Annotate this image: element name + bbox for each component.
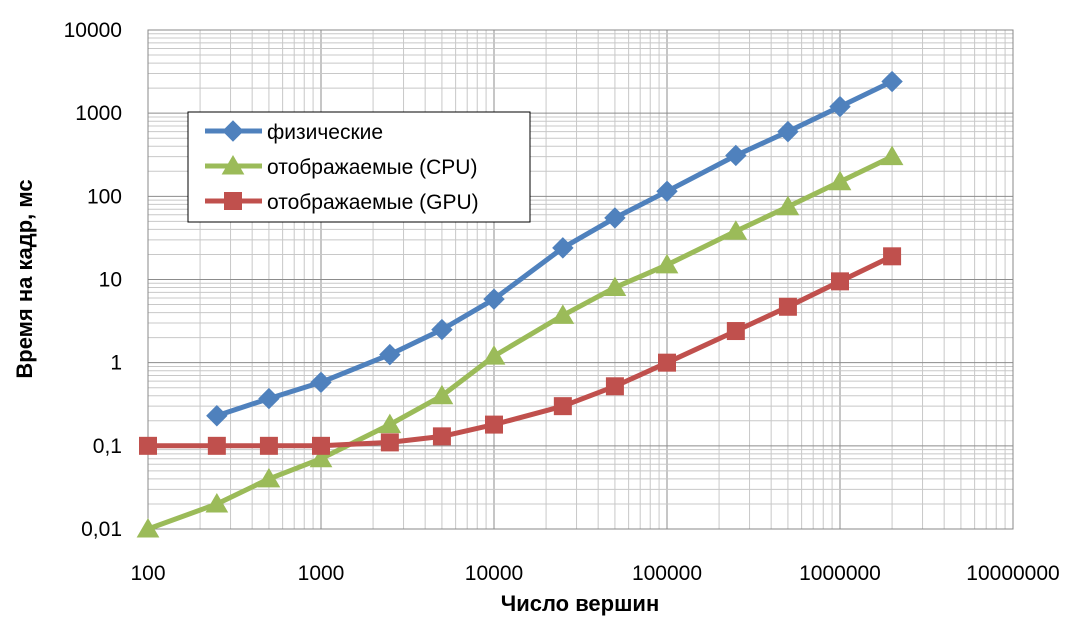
data-point [432,427,451,446]
data-point [206,405,228,427]
data-point [831,272,849,291]
data-point [553,397,572,416]
y-tick-label: 1 [110,352,122,375]
data-point [431,318,453,341]
y-tick-label: 10000 [64,19,122,42]
data-point [207,436,226,455]
data-point [829,95,851,118]
data-point [312,436,330,455]
data-point [604,207,626,229]
data-point [881,70,903,93]
data-point [658,353,676,372]
legend-label: физические [267,121,383,144]
y-tick-label: 10 [99,269,122,292]
data-point [656,180,678,202]
x-tick-label: 10000000 [966,562,1059,585]
data-point [483,288,505,310]
data-point [380,433,399,452]
data-point [136,518,160,538]
legend: физические отображаемые (CPU) отображаемые… [187,111,531,223]
x-tick-label: 1000 [298,562,345,585]
y-tick-label: 100 [87,185,122,208]
data-point [776,195,800,216]
data-point [379,343,401,366]
legend-marker [224,192,242,210]
series-1 [206,70,903,427]
legend-marker [221,155,245,175]
legend-item: отображаемые (GPU) [205,191,479,214]
data-point [552,237,574,259]
data-point [605,377,624,396]
data-point [430,384,454,405]
data-point [485,415,503,434]
legend-label: отображаемые (GPU) [267,191,479,214]
x-axis-title: Число вершин [501,591,660,616]
data-point [726,322,745,341]
y-tick-label: 1000 [75,102,122,125]
data-point [778,297,797,316]
data-point [309,447,333,468]
data-point [139,436,157,455]
y-tick-label: 0,1 [93,435,122,458]
legend-item: отображаемые (CPU) [205,155,477,179]
data-point [828,170,852,191]
plot-border [147,29,1014,530]
y-axis-title: Время на кадр, мс [12,179,37,378]
series [136,70,904,538]
data-point [482,345,506,365]
data-point [880,145,904,166]
data-point [258,387,280,410]
series-2 [136,145,904,538]
data-point [205,492,229,513]
series-3 [139,247,902,455]
legend-item: физические [205,120,383,144]
data-point [883,247,902,266]
legend-marker [222,120,244,142]
data-point [310,371,332,394]
data-point [777,120,799,143]
x-tick-label: 100 [130,562,165,585]
tick-labels: 100 1000 10000 100000 1000000 10000000 0,01 0,1… [64,19,1060,585]
data-point [551,304,575,324]
legend-label: отображаемые (CPU) [267,156,477,179]
data-point [257,467,281,488]
x-tick-label: 100000 [632,562,702,585]
data-point [378,413,402,434]
data-point [724,220,748,240]
data-point [603,276,627,297]
data-point [259,436,278,455]
y-tick-label: 0,01 [81,518,122,541]
data-point [655,253,679,274]
x-tick-label: 10000 [465,562,523,585]
data-point [725,144,747,167]
x-tick-label: 1000000 [799,562,881,585]
